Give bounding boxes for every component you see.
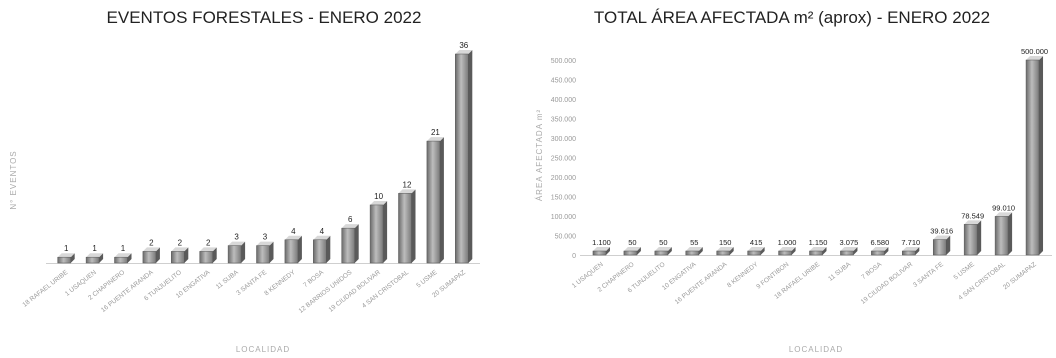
x-tick-label: 3 SANTA FE — [912, 261, 945, 289]
bar — [398, 189, 416, 264]
data-label: 1.150 — [809, 238, 828, 247]
y-tick-label: 500.000 — [551, 58, 576, 65]
x-axis-label: LOCALIDAD — [236, 345, 290, 354]
x-tick-label: 5 USME — [953, 261, 977, 282]
bar — [592, 247, 610, 256]
data-label: 99.010 — [992, 203, 1015, 212]
x-axis-label: LOCALIDAD — [789, 345, 843, 354]
bar — [994, 212, 1013, 256]
x-tick-label: 19 CIUDAD BOLIVAR — [860, 261, 915, 306]
data-label: 10 — [374, 192, 383, 201]
data-label: 150 — [719, 238, 732, 247]
data-label: 1.100 — [592, 238, 611, 247]
bar — [654, 247, 672, 256]
bar — [809, 247, 827, 256]
chart-title-area: TOTAL ÁREA AFECTADA m² (aprox) - ENERO 2… — [593, 8, 991, 27]
bar — [426, 137, 444, 264]
x-tick-label: 5 USME — [415, 269, 439, 290]
x-tick-label: 16 PUENTE ARANDA — [100, 269, 155, 314]
data-label: 1 — [121, 244, 126, 253]
data-label: 21 — [431, 128, 440, 137]
bar — [871, 247, 889, 256]
bar — [57, 253, 75, 264]
data-label: 36 — [459, 41, 468, 50]
x-tick-label: 16 PUENTE ARANDA — [674, 261, 729, 306]
data-label: 3.075 — [840, 238, 859, 247]
bar — [623, 247, 641, 256]
y-tick-label: 0 — [572, 253, 576, 260]
data-label: 39.616 — [930, 227, 953, 236]
chart-area-afectada: TOTAL ÁREA AFECTADA m² (aprox) - ENERO 2… — [528, 0, 1056, 358]
x-tick-label: 11 SUBA — [827, 261, 853, 283]
bar — [455, 50, 473, 264]
bar — [778, 247, 796, 256]
x-tick-label: 19 CIUDAD BOLIVAR — [328, 269, 383, 314]
x-tick-label: 8 KENNEDY — [263, 269, 297, 298]
chart-eventos-forestales: EVENTOS FORESTALES - ENERO 2022 1 18 RAFA… — [9, 8, 480, 354]
y-tick-label: 350.000 — [551, 117, 576, 124]
y-tick-label: 250.000 — [551, 156, 576, 163]
bar — [313, 235, 331, 264]
y-axis-label: N° EVENTOS — [9, 150, 18, 209]
bar — [199, 247, 217, 264]
bar — [369, 200, 388, 264]
data-label: 3 — [234, 233, 239, 242]
bar — [902, 247, 920, 256]
x-tick-label: 18 RAFAEL URIBE — [21, 269, 69, 309]
data-label: 4 — [291, 227, 296, 236]
data-label: 7.710 — [901, 238, 920, 247]
data-label: 2 — [206, 238, 211, 247]
y-tick-label: 300.000 — [551, 136, 576, 143]
x-tick-label: 12 BARRIOS UNIDOS — [298, 269, 354, 315]
x-tick-label: 4 SAN CRISTOBAL — [361, 269, 411, 310]
bar — [685, 247, 703, 256]
data-label: 2 — [178, 238, 183, 247]
y-tick-label: 50.000 — [555, 234, 577, 241]
bar — [227, 241, 246, 264]
y-tick-label: 450.000 — [551, 78, 576, 85]
data-label: 50 — [659, 238, 667, 247]
y-tick-label: 400.000 — [551, 97, 576, 104]
bar — [963, 220, 982, 256]
data-label: 50 — [628, 238, 636, 247]
x-tick-label: 20 SUMAPAZ — [1002, 261, 1038, 291]
y-axis-label: ÁREA AFECTADA m² — [535, 109, 544, 201]
data-label: 78.549 — [961, 211, 984, 220]
bar — [840, 247, 858, 256]
x-tick-label: 7 BOSA — [302, 269, 325, 289]
data-label: 6.580 — [870, 238, 889, 247]
data-label: 500.000 — [1021, 47, 1048, 56]
data-label: 2 — [149, 238, 154, 247]
bar — [256, 241, 274, 264]
x-tick-label: 11 SUBA — [215, 269, 241, 291]
bar — [716, 247, 734, 256]
data-label: 1 — [64, 244, 69, 253]
data-label: 55 — [690, 238, 698, 247]
y-tick-label: 100.000 — [551, 214, 576, 221]
y-tick-label: 150.000 — [551, 195, 576, 202]
bar — [114, 253, 132, 264]
y-tick-label: 200.000 — [551, 175, 576, 182]
bar-chart-area: 0 50.000 100.000 150.000 200.000 250.000 300.0… — [535, 47, 1052, 354]
x-tick-label: 7 BOSA — [860, 261, 883, 281]
bar — [284, 235, 302, 264]
bar — [1025, 56, 1044, 256]
data-label: 415 — [750, 238, 763, 247]
data-label: 3 — [263, 233, 268, 242]
bar — [747, 247, 765, 256]
bar — [142, 247, 160, 264]
data-label: 1 — [92, 244, 97, 253]
data-label: 1.000 — [778, 238, 797, 247]
data-label: 6 — [348, 215, 353, 224]
bar — [341, 224, 359, 264]
data-label: 12 — [403, 180, 412, 189]
bar — [932, 235, 951, 256]
data-label: 4 — [320, 227, 325, 236]
bar — [85, 253, 104, 264]
chart-title-eventos: EVENTOS FORESTALES - ENERO 2022 — [106, 8, 422, 27]
bar — [171, 247, 189, 264]
